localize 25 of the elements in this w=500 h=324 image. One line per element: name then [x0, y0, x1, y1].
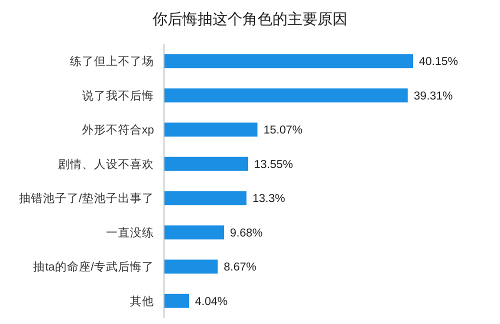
- data-label: 9.68%: [230, 227, 263, 240]
- y-tick-label: 一直没练: [106, 226, 154, 240]
- bar: [164, 156, 248, 171]
- y-tick-label: 练了但上不了场: [70, 55, 154, 68]
- data-label: 13.3%: [252, 193, 286, 206]
- chart-title: 你后悔抽这个角色的主要原因: [152, 11, 348, 28]
- data-label: 13.55%: [254, 158, 294, 171]
- bar: [164, 191, 246, 206]
- y-tick-label: 剧情、人设不喜欢: [58, 158, 154, 171]
- y-tick-label: 说了我不后悔: [82, 89, 154, 102]
- bar: [164, 88, 408, 102]
- bar: [164, 225, 224, 240]
- data-label: 40.15%: [419, 56, 458, 68]
- data-label: 39.31%: [414, 90, 453, 102]
- y-tick-label: 外形不符合xp: [82, 124, 154, 137]
- bar: [164, 54, 413, 68]
- bar: [164, 122, 258, 137]
- data-label: 15.07%: [263, 124, 302, 137]
- data-label: 8.67%: [224, 262, 256, 274]
- bar: [164, 294, 190, 308]
- y-tick-label: 其他: [130, 294, 154, 308]
- data-label: 4.04%: [195, 296, 228, 308]
- y-tick-label: 抽错池子了/垫池子出事了: [18, 192, 154, 206]
- y-tick-label: 抽ta的命座/专武后悔了: [33, 260, 154, 274]
- bar: [164, 260, 218, 274]
